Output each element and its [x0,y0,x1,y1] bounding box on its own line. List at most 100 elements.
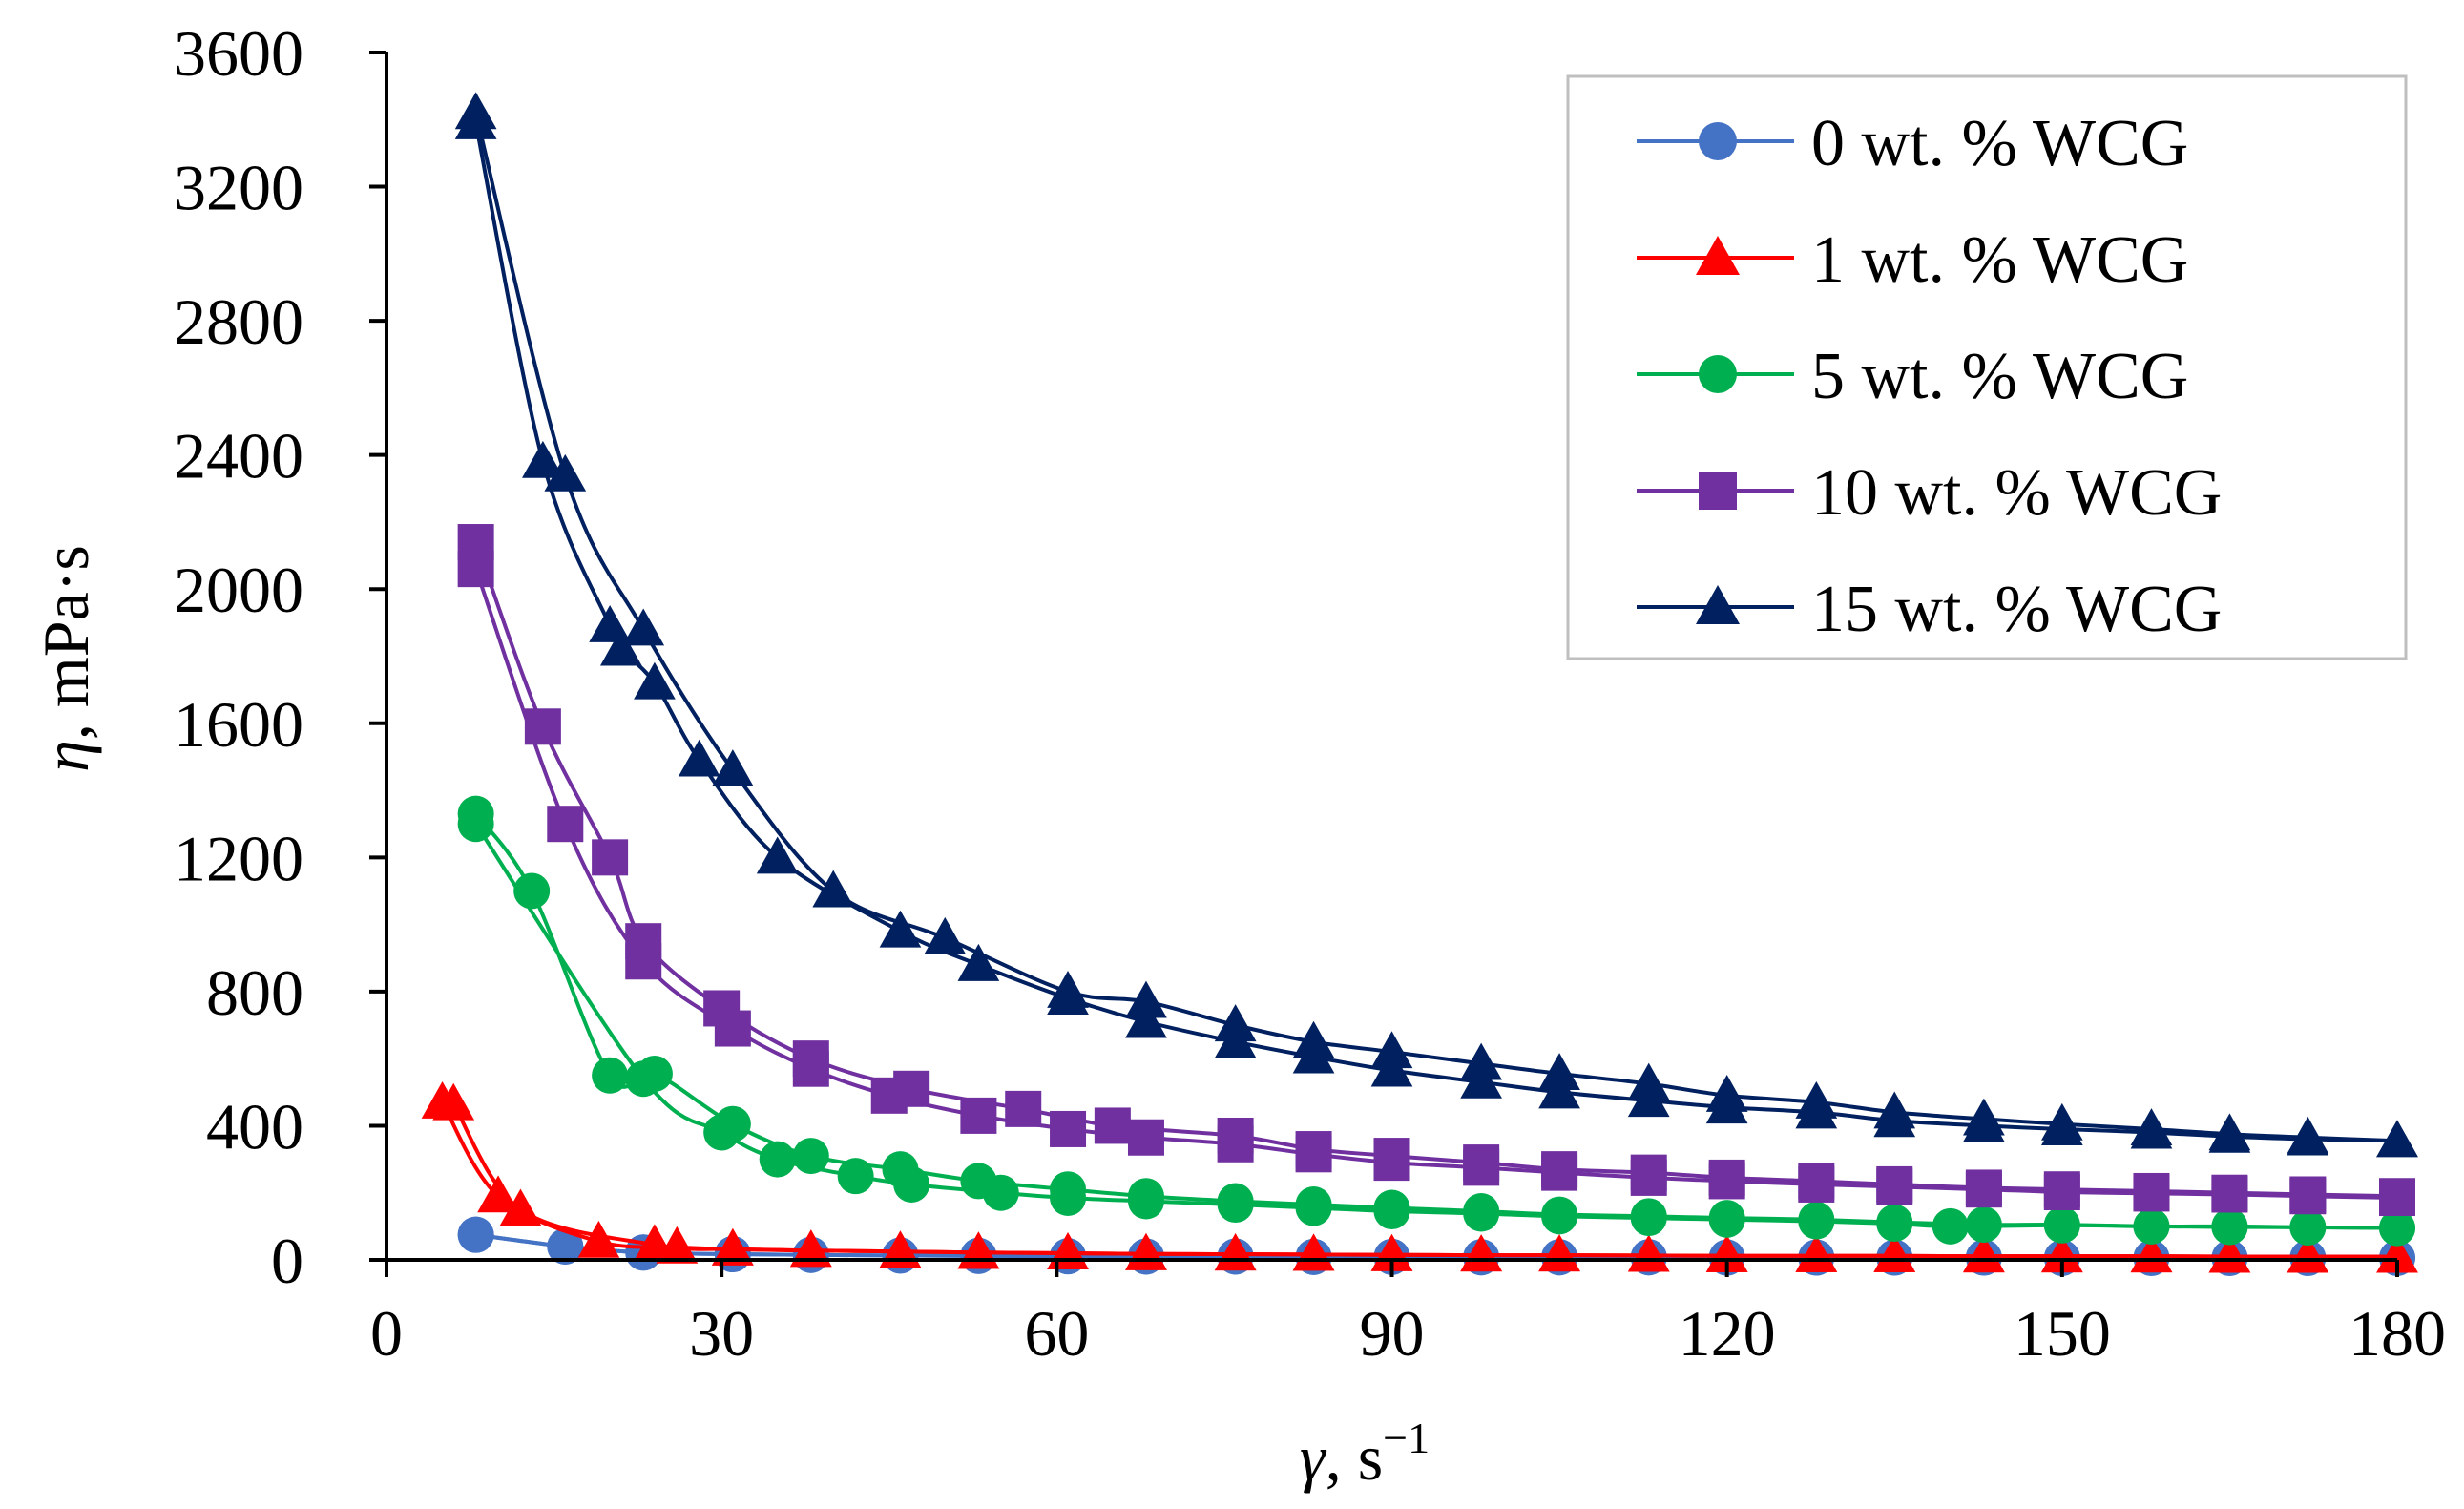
series-2 [457,795,2415,1247]
series-2-down-point-12 [1373,1193,1410,1230]
series-3-down-point-6 [1876,1168,1913,1205]
series-2-down-point-11 [1463,1195,1500,1232]
series-1-down-point-12 [1370,1233,1413,1271]
series-3-up-point-1 [524,708,561,745]
series-4-down-point-22 [599,628,642,666]
series-3-down-point-15 [1127,1119,1164,1156]
series-3-down-point-13 [1295,1136,1332,1173]
y-tick-label-9: 3600 [174,17,303,90]
series-2-down-point-19 [837,1158,874,1195]
y-axis-title: η, mPa·s [30,545,102,772]
legend-item-1: 1 wt. % WCG [1637,223,2188,297]
series-1-down-point-4 [2040,1235,2083,1273]
y-tick-label-6: 2400 [174,420,303,493]
series-3-down-point-12 [1373,1144,1410,1182]
series-4-up-point-3 [712,749,754,787]
series-1-up-point-1 [477,1175,519,1213]
series-4-up-point-1 [544,453,587,492]
series-2-down-point-0 [2379,1209,2415,1247]
series-3-down-point-22 [547,806,584,843]
series-0-down-point-23 [457,1216,494,1253]
series-4-up-point-2 [622,608,665,646]
series-4-down-point-11 [1460,1060,1502,1099]
series-2-down-point-4 [2043,1206,2080,1244]
y-ticks: 0 400 800 1200 1600 2000 2400 2800 3200 3600 [174,17,386,1297]
series-2-down-point-22 [625,1060,662,1098]
series-4-down-point-2 [2208,1115,2251,1153]
series-4-down-point-1 [2287,1118,2329,1156]
x-tick-label-6: 180 [2349,1297,2446,1370]
series-2-down-point-5 [1932,1207,1969,1245]
x-tick-label-4: 120 [1679,1297,1776,1370]
series-2-down-point-10 [1541,1198,1578,1235]
series-4-down-point-12 [1370,1049,1413,1087]
series-2-down-point-1 [2289,1208,2327,1246]
series-4-down-point-13 [1292,1036,1335,1074]
series-4-down-point-8 [1705,1086,1748,1124]
y-tick-label-8: 3200 [174,152,303,224]
series-1-down-point-22 [499,1188,542,1226]
series-2-down-point-9 [1630,1200,1667,1237]
x-axis-title: γ, s−1 [1300,1414,1430,1494]
series-3-down-point-0 [2379,1179,2415,1216]
series-1-down-point-23 [432,1082,475,1121]
series-3-down-point-1 [2289,1178,2327,1215]
series-4-down-point-18 [879,910,922,948]
series-2-down-point-17 [982,1174,1019,1211]
legend-label-4: 15 wt. % WCG [1811,573,2222,646]
series-3-down-point-5 [1965,1171,2002,1208]
series-3-down-point-8 [1708,1163,1745,1200]
x-tick-label-3: 90 [1360,1297,1425,1370]
legend-marker-4 [1696,585,1740,624]
series-3-down-point-4 [2043,1174,2080,1211]
x-tick-label-1: 30 [689,1297,754,1370]
series-2-down-point-8 [1708,1201,1745,1238]
series-1-down-point-21 [634,1224,676,1262]
legend-label-0: 0 wt. % WCG [1811,107,2188,180]
series-3-down-point-2 [2211,1176,2248,1213]
series-3-down-point-9 [1630,1159,1667,1196]
series-2-down-point-15 [1127,1183,1164,1220]
x-ticks: 0 30 60 90 120 150 180 [370,1260,2446,1370]
series-2-down-point-7 [1798,1203,1835,1240]
legend-item-4: 15 wt. % WCG [1637,573,2222,646]
series-3-down-point-7 [1798,1165,1835,1203]
y-tick-label-2: 800 [206,956,303,1029]
series-4-down-point-20 [678,739,720,777]
x-tick-label-0: 0 [370,1297,403,1370]
legend-marker-3 [1699,472,1737,510]
series-4-down-point-17 [957,943,1000,981]
series-0-down-point-22 [547,1227,584,1265]
legend-item-2: 5 wt. % WCG [1637,340,2188,413]
series-1-down-point-7 [1795,1234,1838,1272]
series-1-up-point-2 [577,1220,620,1258]
series-4 [454,92,2418,1158]
legend: 0 wt. % WCG 1 wt. % WCG 5 wt. % WCG 10 wt. … [1566,74,2408,660]
series-2-up-point-1 [513,872,551,910]
series-1-down-point-11 [1460,1234,1502,1272]
series-2-down-point-6 [1876,1205,1913,1243]
series-2-down-point-14 [1217,1186,1254,1224]
legend-items: 0 wt. % WCG 1 wt. % WCG 5 wt. % WCG 10 wt. … [1637,107,2222,646]
series-2-down-point-20 [759,1141,796,1178]
series-3-down-point-20 [714,1010,751,1047]
series-4-down-point-4 [2040,1108,2083,1146]
series-2-down-point-16 [1050,1179,1087,1216]
y-tick-label-3: 1200 [174,822,303,894]
series-3-up-point-8 [1094,1107,1131,1144]
series-2-down-point-2 [2211,1208,2248,1246]
series-2-up-point-19 [1965,1206,2002,1244]
series-1-down-point-2 [2208,1235,2251,1273]
series-4-down-point-6 [1873,1100,1916,1138]
series-3-up-point-2 [592,839,629,876]
series-4-down-point-3 [2130,1111,2173,1149]
series-3-down-point-21 [625,943,662,980]
series-2-down-point-21 [703,1114,741,1151]
y-tick-label-7: 2800 [174,285,303,358]
series-3-down-point-16 [1050,1110,1087,1147]
y-tick-label-1: 400 [206,1090,303,1163]
legend-marker-1 [1696,236,1740,275]
series-4-down-point-15 [1125,1000,1167,1038]
series-4-down-point-14 [1214,1020,1257,1058]
